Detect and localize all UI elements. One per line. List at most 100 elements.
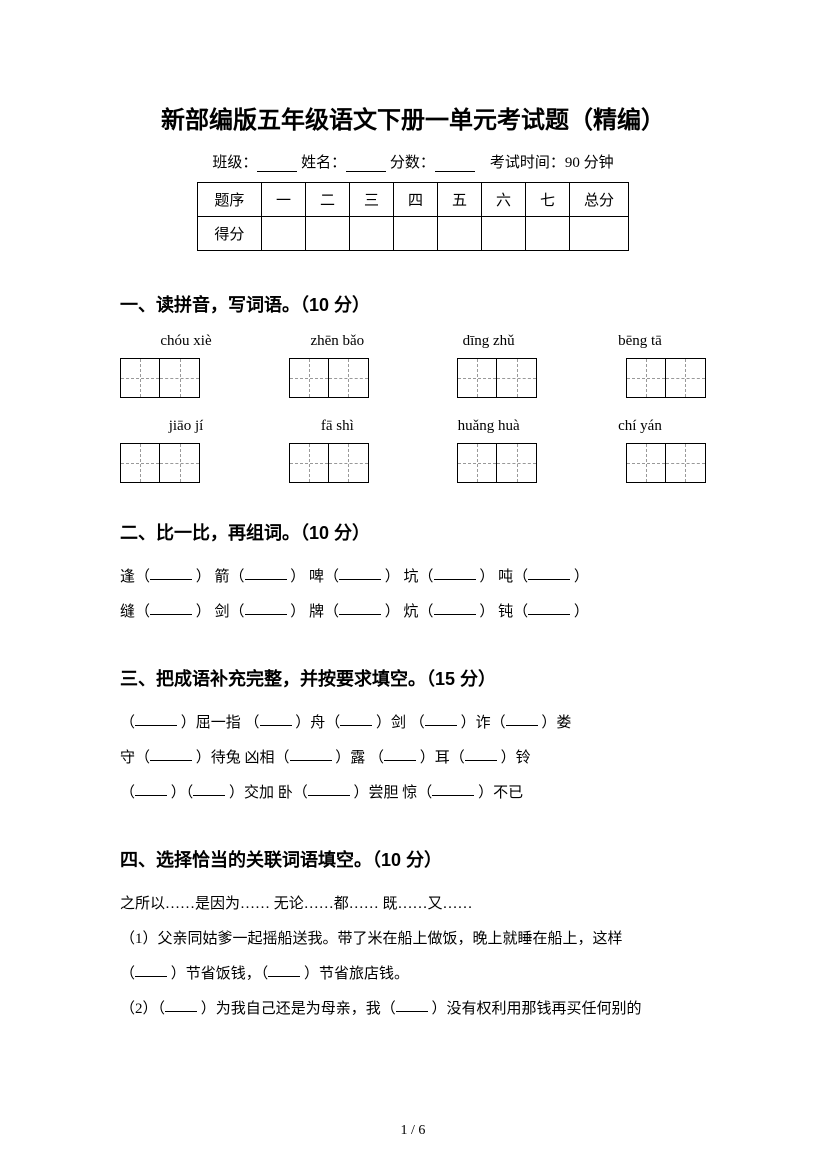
fill-blank[interactable] [245, 601, 287, 615]
section3-line1: （ ）屈一指 （ ）舟（ ）剑 （ ）诈（ ）娄 [120, 707, 706, 740]
td-score-7[interactable] [526, 217, 570, 251]
char-box-pair[interactable] [289, 358, 369, 398]
char-box-pair[interactable] [626, 443, 706, 483]
th-3: 三 [349, 183, 393, 217]
txt: ）尝胆 惊（ [354, 785, 433, 801]
txt: 缝（ [120, 604, 150, 620]
fill-blank[interactable] [384, 747, 416, 761]
th-1: 一 [261, 183, 305, 217]
txt: ）舟（ [295, 715, 340, 731]
section3-heading: 三、把成语补充完整，并按要求填空。（15 分） [120, 665, 706, 691]
section4-heading: 四、选择恰当的关联词语填空。（10 分） [120, 846, 706, 872]
char-box-pair[interactable] [120, 443, 200, 483]
char-box-pair[interactable] [289, 443, 369, 483]
header-line: 班级： 姓名： 分数： 考试时间：90 分钟 [120, 151, 706, 172]
fill-blank[interactable] [396, 998, 428, 1012]
section2-heading: 二、比一比，再组词。（10 分） [120, 519, 706, 545]
txt: ）不已 [478, 785, 523, 801]
fill-blank[interactable] [150, 747, 192, 761]
fill-blank[interactable] [150, 566, 192, 580]
txt: ）耳（ [420, 750, 465, 766]
page-number: 1 / 6 [0, 1123, 826, 1139]
char-box-pair[interactable] [120, 358, 200, 398]
txt: （ [120, 785, 135, 801]
fill-blank[interactable] [432, 782, 474, 796]
fill-blank[interactable] [268, 963, 300, 977]
page-title: 新部编版五年级语文下册一单元考试题（精编） [120, 100, 706, 135]
fill-blank[interactable] [150, 601, 192, 615]
pinyin-label: huǎng huà [429, 418, 549, 435]
pinyin-label: dīng zhǔ [429, 333, 549, 350]
section3-line2: 守（ ）待兔 凶相（ ）露 （ ）耳（ ）铃 [120, 742, 706, 775]
td-score-1[interactable] [261, 217, 305, 251]
table-row: 得分 [197, 217, 628, 251]
fill-blank[interactable] [434, 601, 476, 615]
txt: ） 牌（ [290, 604, 339, 620]
pinyin-label: zhēn bǎo [277, 333, 397, 350]
char-box-pair[interactable] [626, 358, 706, 398]
td-score-3[interactable] [349, 217, 393, 251]
pinyin-label: jiāo jí [126, 418, 246, 435]
char-box-row [120, 443, 706, 483]
fill-blank[interactable] [135, 963, 167, 977]
class-label: 班级： [212, 155, 257, 171]
td-score-5[interactable] [438, 217, 482, 251]
fill-blank[interactable] [135, 712, 177, 726]
txt: ）为我自己还是为母亲，我（ [201, 1001, 396, 1017]
txt: （2）（ [120, 1001, 165, 1017]
fill-blank[interactable] [290, 747, 332, 761]
score-blank[interactable] [435, 158, 475, 172]
fill-blank[interactable] [434, 566, 476, 580]
txt: ） [574, 569, 589, 585]
txt: ）没有权利用那钱再买任何别的 [432, 1001, 642, 1017]
char-box-pair[interactable] [457, 358, 537, 398]
th-2: 二 [305, 183, 349, 217]
pinyin-row: chóu xiè zhēn bǎo dīng zhǔ bēng tā [120, 333, 706, 350]
th-seq: 题序 [197, 183, 261, 217]
name-blank[interactable] [346, 158, 386, 172]
fill-blank[interactable] [260, 712, 292, 726]
section4-q1b: （ ）节省饭钱，（ ）节省旅店钱。 [120, 958, 706, 991]
fill-blank[interactable] [165, 998, 197, 1012]
fill-blank[interactable] [339, 566, 381, 580]
td-score-2[interactable] [305, 217, 349, 251]
section2-row2: 缝（ ） 剑（ ） 牌（ ） 炕（ ） 钝（ ） [120, 596, 706, 629]
fill-blank[interactable] [135, 782, 167, 796]
fill-blank[interactable] [339, 601, 381, 615]
char-box-pair[interactable] [457, 443, 537, 483]
txt: ） 坑（ [385, 569, 434, 585]
fill-blank[interactable] [425, 712, 457, 726]
pinyin-label: chí yán [580, 418, 700, 435]
txt: ）铃 [501, 750, 531, 766]
txt: ） [574, 604, 589, 620]
txt: ） 剑（ [196, 604, 245, 620]
txt: ）（ [171, 785, 194, 801]
char-box-row [120, 358, 706, 398]
txt: ）露 （ [335, 750, 384, 766]
fill-blank[interactable] [528, 601, 570, 615]
pinyin-label: fā shì [277, 418, 397, 435]
fill-blank[interactable] [465, 747, 497, 761]
class-blank[interactable] [257, 158, 297, 172]
pinyin-label: bēng tā [580, 333, 700, 350]
txt: ）娄 [541, 715, 571, 731]
th-6: 六 [482, 183, 526, 217]
txt: ）屈一指 （ [181, 715, 260, 731]
pinyin-label: chóu xiè [126, 333, 246, 350]
fill-blank[interactable] [506, 712, 538, 726]
th-5: 五 [438, 183, 482, 217]
score-table: 题序 一 二 三 四 五 六 七 总分 得分 [197, 182, 629, 251]
td-score-6[interactable] [482, 217, 526, 251]
txt: ）节省饭钱，（ [171, 966, 269, 982]
fill-blank[interactable] [245, 566, 287, 580]
section2-row1: 逢（ ） 箭（ ） 啤（ ） 坑（ ） 吨（ ） [120, 561, 706, 594]
th-4: 四 [393, 183, 437, 217]
fill-blank[interactable] [528, 566, 570, 580]
txt: ）待兔 凶相（ [196, 750, 290, 766]
td-score-4[interactable] [393, 217, 437, 251]
td-score-total[interactable] [570, 217, 629, 251]
section1-heading: 一、读拼音，写词语。（10 分） [120, 291, 706, 317]
fill-blank[interactable] [308, 782, 350, 796]
fill-blank[interactable] [340, 712, 372, 726]
fill-blank[interactable] [193, 782, 225, 796]
